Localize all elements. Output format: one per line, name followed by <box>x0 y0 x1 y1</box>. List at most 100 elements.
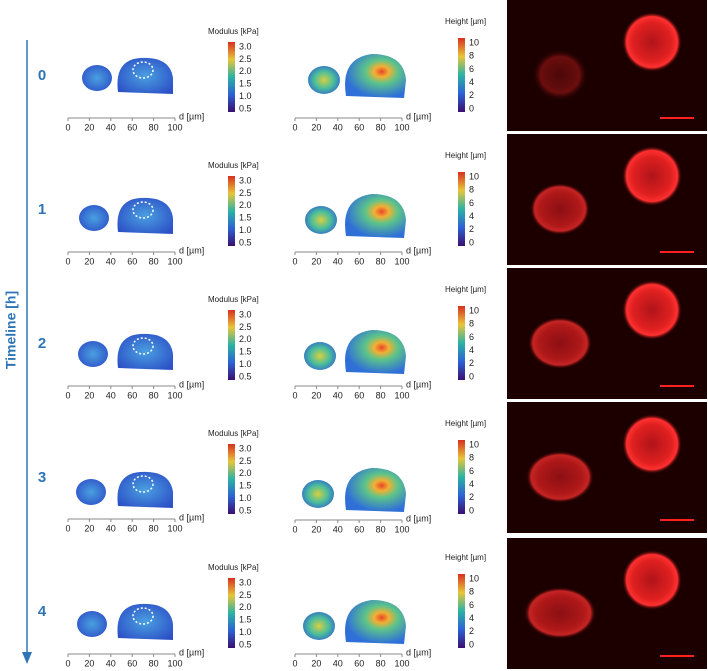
colorbar-tick: 2.5 <box>239 456 252 466</box>
row-label: 0 <box>38 67 46 84</box>
colorbar-tick: 1.5 <box>239 615 252 625</box>
colorbar-tick: 4 <box>469 77 474 87</box>
colorbar <box>228 310 235 380</box>
height-cell-large <box>345 54 406 98</box>
x-tick-label: 100 <box>167 256 182 266</box>
x-axis-label: d [µm] <box>179 512 204 522</box>
row-label: 1 <box>38 201 46 218</box>
fluorescence-cell-bright <box>622 12 682 72</box>
colorbar-tick: 2 <box>469 492 474 502</box>
x-tick-label: 40 <box>333 256 343 266</box>
colorbar <box>458 172 465 246</box>
modulus-cell-large <box>117 197 173 234</box>
colorbar-title: Modulus [kPa] <box>208 429 259 438</box>
x-tick-label: 100 <box>167 658 182 668</box>
x-tick-label: 100 <box>394 390 409 400</box>
colorbar <box>458 574 465 648</box>
colorbar-tick: 1.0 <box>239 627 252 637</box>
colorbar <box>458 306 465 380</box>
modulus-cell-small <box>79 205 109 231</box>
height-cell-large <box>345 600 406 644</box>
x-tick-label: 60 <box>354 256 364 266</box>
x-tick-label: 40 <box>333 122 343 132</box>
colorbar-tick: 0.5 <box>239 505 252 515</box>
colorbar-tick: 4 <box>469 479 474 489</box>
x-tick-label: 80 <box>376 256 386 266</box>
x-tick-label: 0 <box>292 524 297 534</box>
fluorescence-cell-faint <box>524 587 596 639</box>
colorbar <box>458 440 465 514</box>
x-axis-label: d [µm] <box>406 245 431 255</box>
x-axis-label: d [µm] <box>406 111 431 121</box>
x-axis-label: d [µm] <box>179 245 204 255</box>
x-tick-label: 40 <box>106 122 116 132</box>
colorbar-tick: 1.5 <box>239 79 252 89</box>
colorbar-tick: 3.0 <box>239 443 252 453</box>
colorbar-tick: 8 <box>469 51 474 61</box>
x-tick-label: 80 <box>376 122 386 132</box>
x-tick-label: 100 <box>167 523 182 533</box>
colorbar-tick: 2.5 <box>239 54 252 64</box>
colorbar-tick: 6 <box>469 332 474 342</box>
colorbar-tick: 10 <box>469 171 479 181</box>
colorbar <box>228 176 235 246</box>
x-tick-label: 60 <box>354 122 364 132</box>
height-cell-large <box>345 468 406 512</box>
colorbar-title: Height [µm] <box>445 285 486 294</box>
x-tick-label: 40 <box>333 658 343 668</box>
height-cell-large <box>345 330 406 374</box>
fluorescence-cell-bright <box>622 146 682 206</box>
height-cell-small <box>303 612 335 640</box>
x-tick-label: 0 <box>65 256 70 266</box>
fluorescence-cell-bright <box>622 414 682 474</box>
x-axis-label: d [µm] <box>406 379 431 389</box>
colorbar-tick: 0 <box>469 237 474 247</box>
colorbar-tick: 10 <box>469 439 479 449</box>
colorbar-title: Modulus [kPa] <box>208 161 259 170</box>
colorbar-tick: 0 <box>469 371 474 381</box>
colorbar-tick: 4 <box>469 211 474 221</box>
x-tick-label: 0 <box>65 122 70 132</box>
colorbar-tick: 3.0 <box>239 41 252 51</box>
x-tick-label: 20 <box>311 122 321 132</box>
colorbar-tick: 2 <box>469 358 474 368</box>
modulus-ring <box>132 201 154 219</box>
modulus-cell-large <box>117 471 173 508</box>
x-tick-label: 40 <box>106 658 116 668</box>
x-tick-label: 60 <box>127 658 137 668</box>
x-tick-label: 20 <box>311 524 321 534</box>
colorbar-tick: 0.5 <box>239 639 252 649</box>
arrow-head <box>22 652 32 664</box>
x-tick-label: 20 <box>84 256 94 266</box>
colorbar-tick: 0 <box>469 103 474 113</box>
modulus-cell-small <box>78 341 108 367</box>
x-tick-label: 80 <box>376 658 386 668</box>
modulus-ring <box>132 475 154 493</box>
colorbar-title: Modulus [kPa] <box>208 27 259 36</box>
colorbar-title: Height [µm] <box>445 17 486 26</box>
fluorescence-cell-faint <box>530 183 590 235</box>
height-cell-small <box>304 342 336 370</box>
colorbar-title: Modulus [kPa] <box>208 295 259 304</box>
x-tick-label: 0 <box>65 523 70 533</box>
colorbar <box>458 38 465 112</box>
colorbar-tick: 2.0 <box>239 66 252 76</box>
x-tick-label: 60 <box>354 390 364 400</box>
x-tick-label: 20 <box>311 658 321 668</box>
x-tick-label: 60 <box>354 524 364 534</box>
x-tick-label: 40 <box>333 524 343 534</box>
x-tick-label: 100 <box>394 658 409 668</box>
x-tick-label: 80 <box>149 122 159 132</box>
colorbar-tick: 0.5 <box>239 371 252 381</box>
colorbar-title: Height [µm] <box>445 151 486 160</box>
x-axis-label: d [µm] <box>406 513 431 523</box>
x-tick-label: 0 <box>65 658 70 668</box>
x-tick-label: 100 <box>394 524 409 534</box>
colorbar-tick: 0 <box>469 505 474 515</box>
x-tick-label: 40 <box>333 390 343 400</box>
x-tick-label: 20 <box>84 122 94 132</box>
colorbar-tick: 0.5 <box>239 103 252 113</box>
colorbar-tick: 4 <box>469 613 474 623</box>
modulus-cell-small <box>77 611 107 637</box>
